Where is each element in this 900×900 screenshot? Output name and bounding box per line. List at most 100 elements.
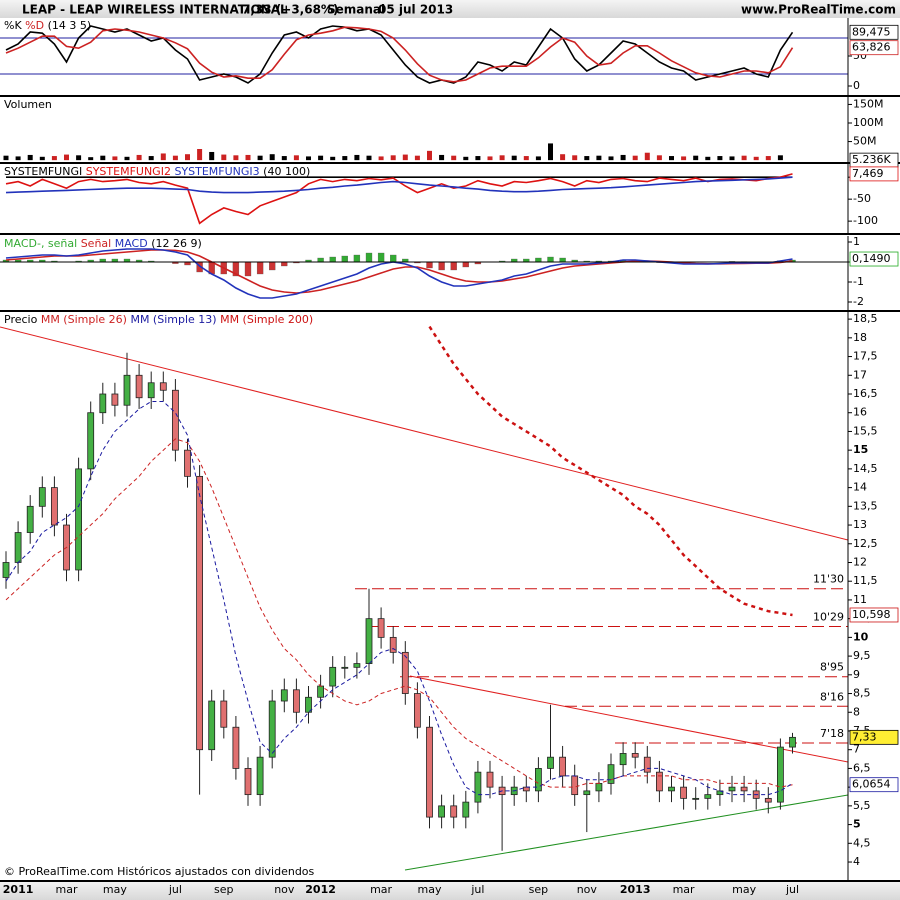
volume-bar [608,156,614,161]
histogram-bar [281,261,288,267]
volume-bar [88,157,94,161]
volume-bar [15,156,21,161]
value-badge [849,777,899,793]
panel [2,325,848,851]
candle-body [571,775,579,796]
histogram-bar [329,256,336,263]
candle-body [583,790,591,796]
y-tick-label: 1 [853,235,860,248]
y-tick-label: -100 [853,214,878,227]
volume-bar [76,155,82,161]
histogram-bar [256,261,264,275]
y-tick-label: -50 [853,192,871,205]
candle-body [522,786,530,792]
y-tick-label: 11 [853,593,867,606]
y-tick-label: 8,5 [853,687,871,700]
candle-body [268,700,276,758]
y-tick-label: 4,5 [853,836,871,849]
value-badge-label: 7,33 [852,730,877,743]
histogram-bar [547,256,554,263]
volume-bar [644,152,650,161]
volume-bar [257,155,263,161]
volume-bar [511,155,517,161]
candle-body [413,693,421,728]
trendline [404,794,848,871]
candle-body [426,726,433,818]
legend-entry: (12 26 9) [151,237,202,250]
series-line [5,25,794,84]
histogram-bar [341,255,348,263]
volume-bar [366,155,372,161]
x-tick-label: mar [56,883,78,896]
volume-bar [3,155,9,161]
candle-body [438,805,446,818]
volume-bar [560,154,566,161]
panel [0,25,848,84]
volume-bar [753,156,759,161]
y-tick-label: 11,5 [853,574,878,587]
volume-bar [148,156,154,161]
volume-bar [209,151,215,161]
y-tick-label: 0 [853,79,860,92]
y-tick-label: 17 [853,368,867,381]
candle-body [147,382,155,399]
volume-bar [112,156,118,161]
value-badge-label: 6,0654 [852,778,891,791]
y-tick-label: 50M [853,135,877,148]
panel [5,173,793,225]
legend-entry: MACD [115,237,148,250]
value-badge-label: 89,475 [852,25,891,38]
candle-body [559,756,566,777]
legend-entry: SYSTEMFUNGI2 [86,165,171,178]
candle-body [244,768,252,796]
candle-body [377,618,385,638]
value-badge-label: 63,826 [852,41,891,54]
volume-bar [185,154,190,161]
level-label: 8'95 [820,661,844,674]
candle-body [728,786,736,792]
candle-body [353,663,361,668]
volume-bar [378,156,384,161]
volume-bar [318,155,324,161]
quote: 7,33 (+3,68%) [242,3,338,17]
candle-body [789,736,796,748]
candle-body [462,801,470,818]
panel [0,248,848,299]
x-tick-label: sep [529,883,548,896]
y-tick-label: 13 [853,518,867,531]
volume-bar [281,156,287,161]
x-tick-label: jul [168,883,182,896]
value-badge [849,607,899,623]
volume-bar [572,155,578,161]
volume-bar [390,155,396,161]
y-tick-label: 13,5 [853,499,878,512]
legend-entry: MM (Simple 200) [220,313,313,326]
histogram-bar [559,257,566,263]
volume-bar [777,155,783,161]
candle-body [764,797,772,803]
volume-bar [596,155,602,161]
histogram-bar [426,261,433,269]
y-tick-label: 4 [853,855,860,868]
volume-bar [293,155,299,161]
candle-body [99,393,107,414]
series-line [5,176,793,194]
legend: Volumen [4,98,52,111]
volume-bar [717,156,723,161]
histogram-bar [438,261,445,271]
level-label: 8'16 [820,690,844,703]
histogram-bar [390,254,397,263]
volume-bar [124,156,130,161]
date: 05 jul 2013 [378,3,453,17]
y-tick-label: 10 [853,630,869,643]
candle-body [450,805,458,818]
candle-body [87,412,95,470]
y-tick-label: 12 [853,555,867,568]
candle-body [777,746,784,803]
volume-bar [741,155,747,161]
legend-entry: SYSTEMFUNGI3 [174,165,259,178]
candle-body [547,756,554,769]
legend: Precio MM (Simple 26) MM (Simple 13) MM … [4,313,313,326]
legend: SYSTEMFUNGI SYSTEMFUNGI2 SYSTEMFUNGI3 (4… [4,165,310,178]
candle-body [692,797,700,800]
